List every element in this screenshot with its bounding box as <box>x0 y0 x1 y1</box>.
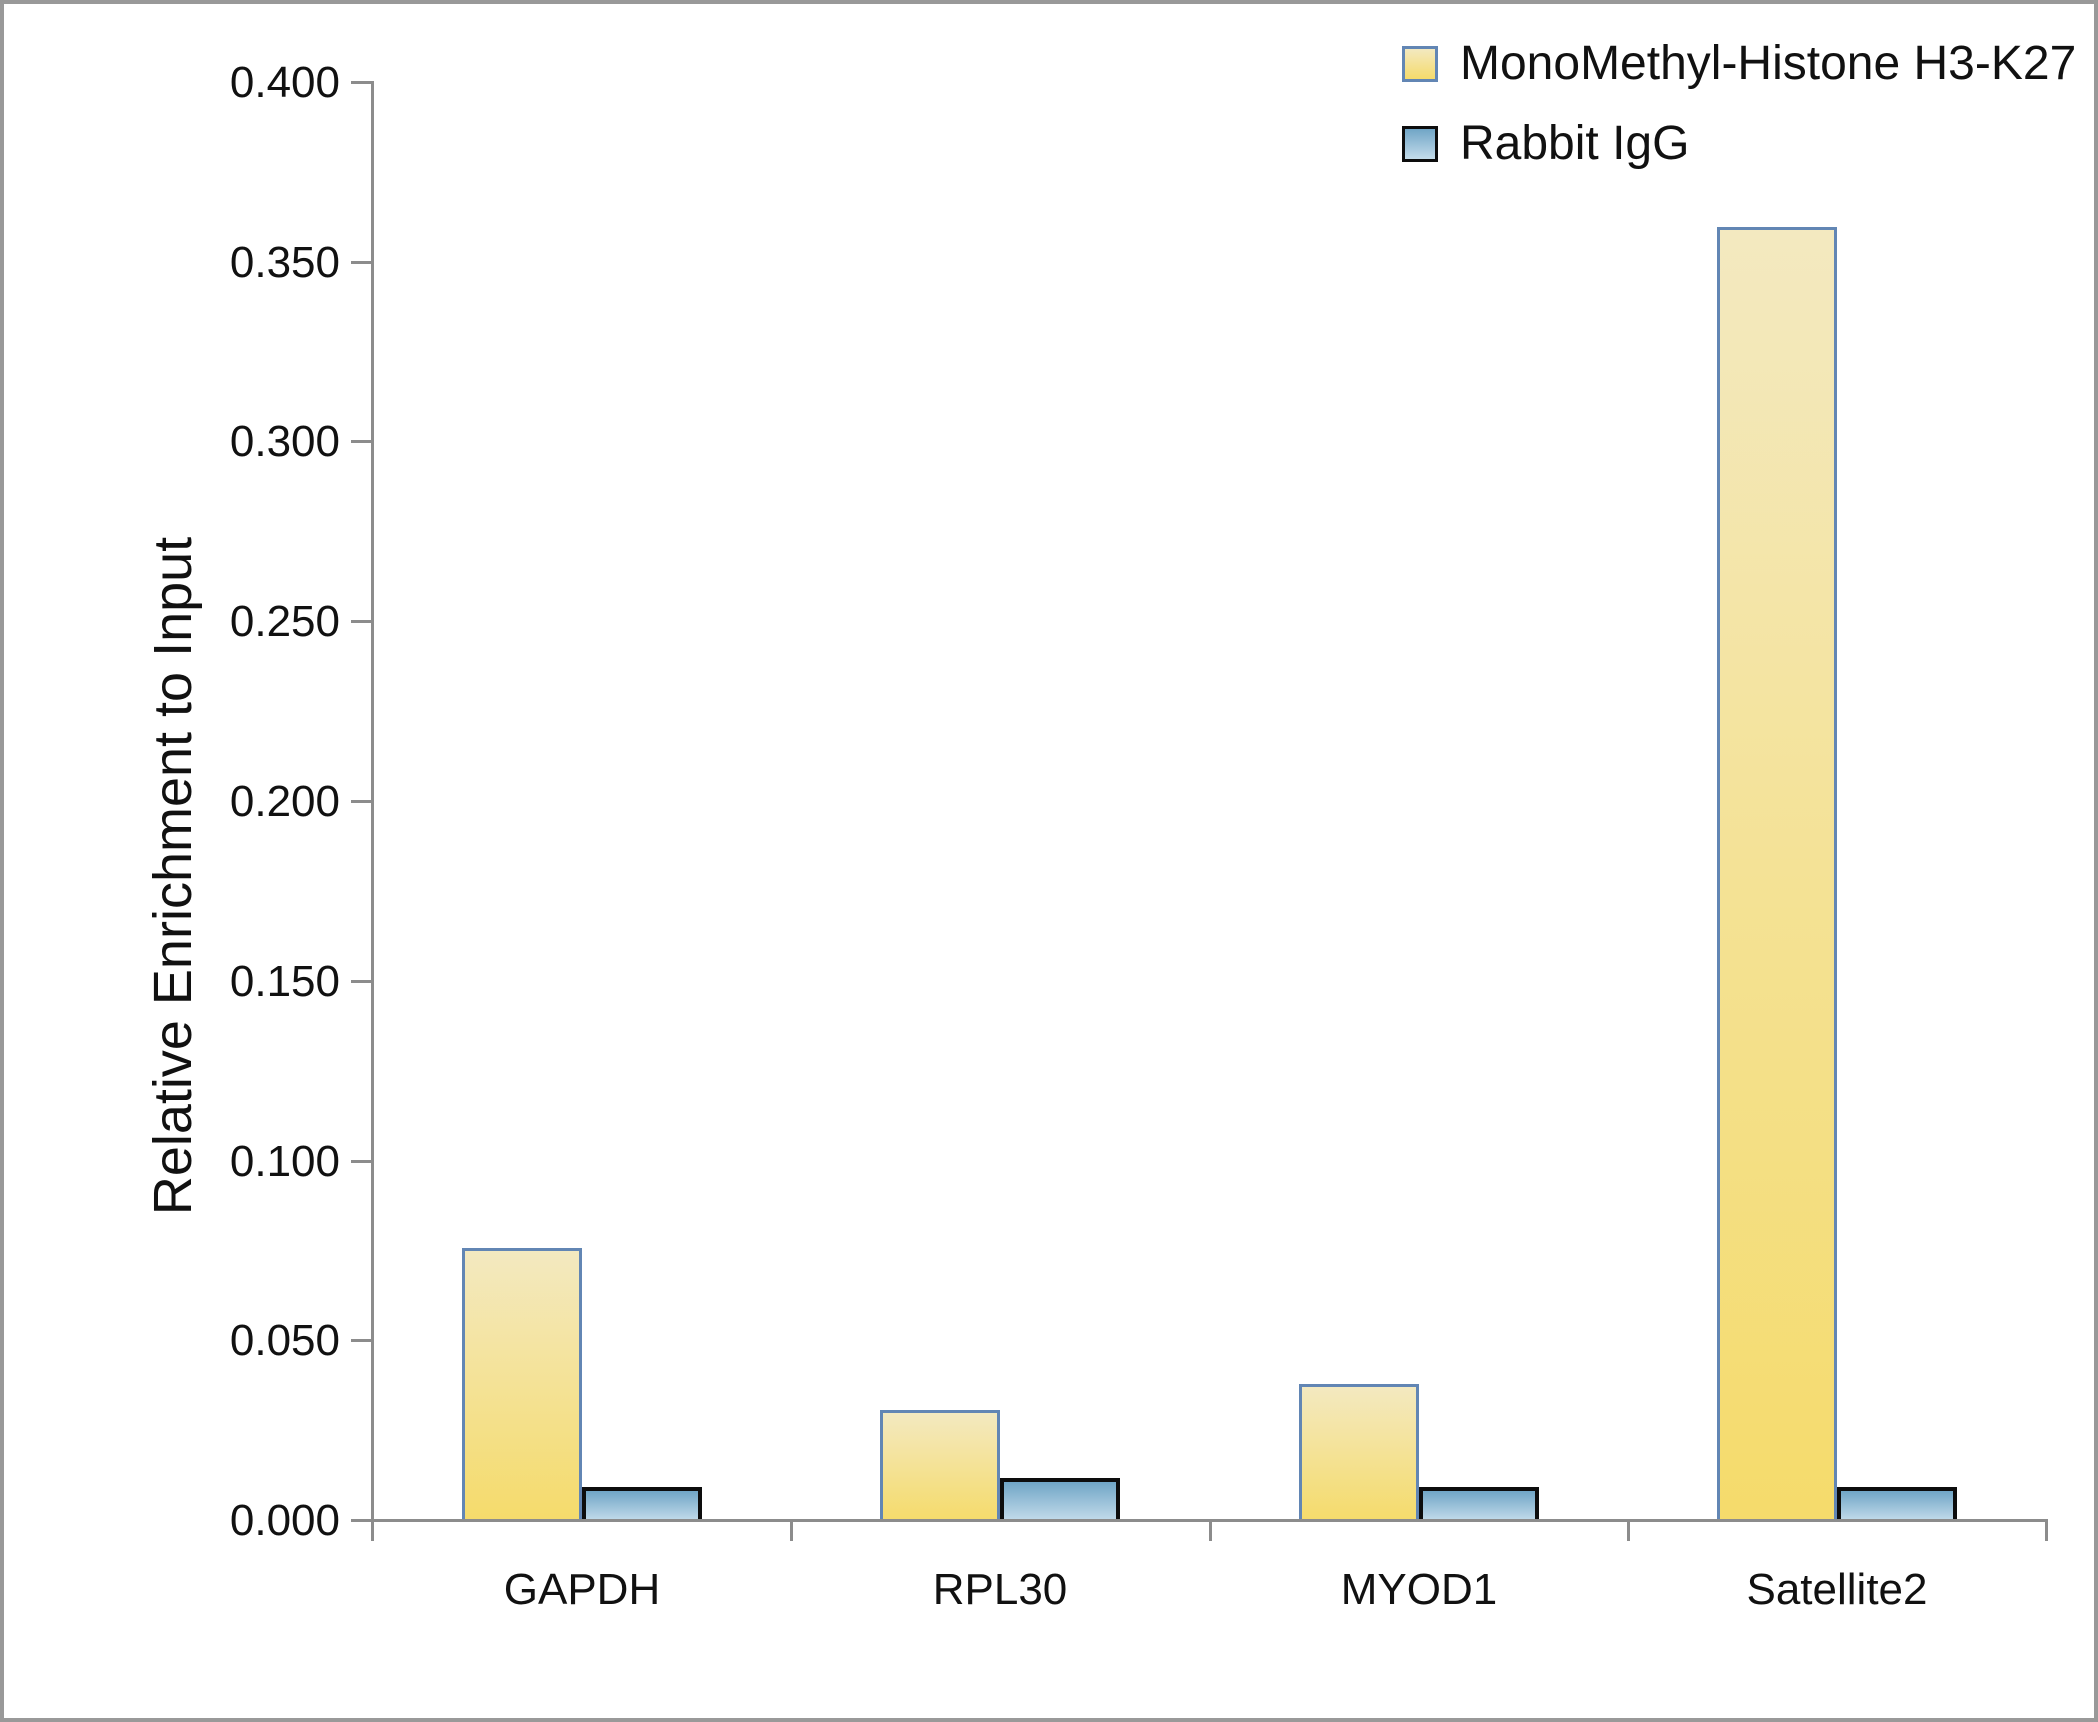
y-tick-label-0.150: 0.150 <box>229 957 340 1006</box>
bar-igg-gapdh <box>582 1487 703 1521</box>
legend-swatch-igg <box>1402 126 1438 162</box>
y-tick-0.400 <box>351 81 371 84</box>
x-category-label-gapdh: GAPDH <box>503 1565 661 1614</box>
legend-item-igg: Rabbit IgG <box>1402 118 2076 170</box>
plot-area: 0.000 0.050 0.100 0.150 0.200 0.250 0.300 0.350… <box>4 4 2094 1718</box>
y-tick-0.200 <box>351 800 371 803</box>
y-tick-0.300 <box>351 440 371 443</box>
legend-swatch-monomethyl <box>1402 46 1438 82</box>
x-category-label-rpl30: RPL30 <box>932 1565 1068 1614</box>
x-category-label-myod1: MYOD1 <box>1340 1565 1498 1614</box>
y-tick-label-0.000: 0.000 <box>229 1496 340 1545</box>
y-tick-label-0.050: 0.050 <box>229 1316 340 1365</box>
bar-monomethyl-gapdh <box>462 1248 583 1521</box>
bar-monomethyl-rpl30 <box>880 1410 1001 1521</box>
y-tick-label-0.350: 0.350 <box>229 238 340 287</box>
y-tick-0.350 <box>351 261 371 264</box>
legend: MonoMethyl-Histone H3-K27 Rabbit IgG <box>1402 38 2076 198</box>
y-tick-label-0.200: 0.200 <box>229 777 340 826</box>
legend-item-monomethyl: MonoMethyl-Histone H3-K27 <box>1402 38 2076 90</box>
legend-label-monomethyl: MonoMethyl-Histone H3-K27 <box>1460 37 2077 90</box>
y-tick-label-0.250: 0.250 <box>229 597 340 646</box>
bar-monomethyl-satellite2 <box>1716 227 1837 1521</box>
y-tick-label-0.300: 0.300 <box>229 417 340 466</box>
y-tick-label-0.400: 0.400 <box>229 58 340 107</box>
x-tick-4 <box>2045 1521 2048 1541</box>
y-tick-0.100 <box>351 1160 371 1163</box>
bar-igg-myod1 <box>1418 1487 1539 1521</box>
x-tick-2 <box>1209 1521 1212 1541</box>
y-tick-0.250 <box>351 620 371 623</box>
x-tick-3 <box>1627 1521 1630 1541</box>
legend-label-igg: Rabbit IgG <box>1460 117 1690 170</box>
x-category-label-satellite2: Satellite2 <box>1746 1565 1928 1614</box>
x-axis-line <box>373 1519 2048 1522</box>
bar-monomethyl-myod1 <box>1298 1384 1419 1521</box>
x-tick-1 <box>790 1521 793 1541</box>
y-tick-0.050 <box>351 1339 371 1342</box>
bar-igg-satellite2 <box>1836 1487 1957 1521</box>
y-tick-0.150 <box>351 980 371 983</box>
y-axis-line <box>371 81 374 1541</box>
bar-igg-rpl30 <box>1000 1478 1121 1521</box>
y-tick-0.000 <box>351 1519 371 1522</box>
y-tick-label-0.100: 0.100 <box>229 1137 340 1186</box>
